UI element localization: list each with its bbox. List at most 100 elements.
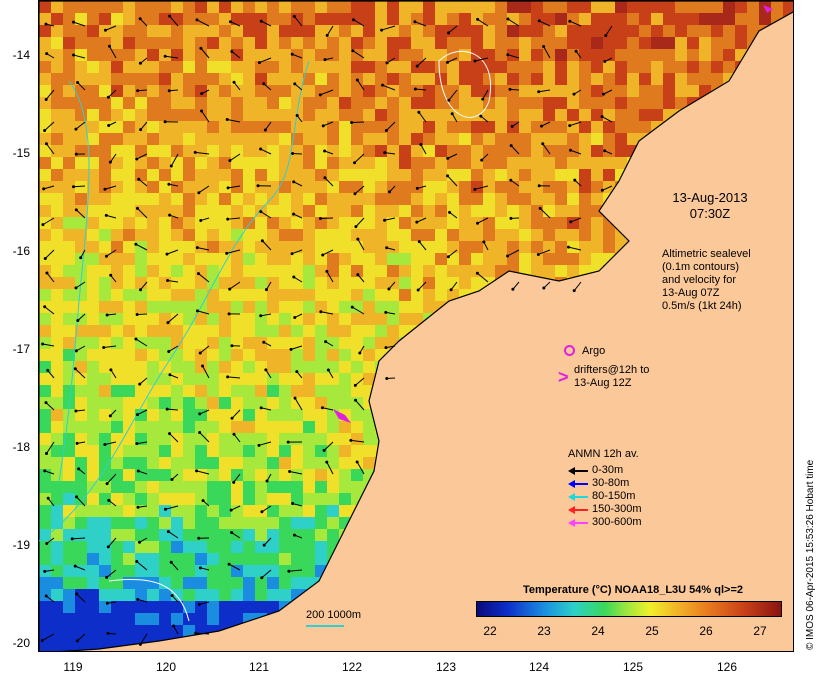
velocity-arrow-head [44,142,48,146]
velocity-arrow [47,497,55,507]
velocity-arrow [136,153,148,160]
velocity-arrow [510,179,520,187]
velocity-arrow-head [385,376,389,380]
velocity-arrow [44,569,55,572]
velocity-arrow-head [44,451,48,455]
velocity-arrow [352,50,365,59]
drifter-track [333,409,351,423]
velocity-arrow-head [228,287,232,291]
velocity-arrow [261,240,272,251]
velocity-arrow-head [135,312,139,316]
arrow-icon [568,479,588,488]
velocity-arrow-head [105,575,109,579]
velocity-arrow-head [295,114,299,118]
velocity-arrow [290,345,303,350]
velocity-arrow [320,89,334,96]
velocity-arrow-head [450,112,454,116]
velocity-arrow [74,368,86,379]
velocity-arrow-head [198,431,202,435]
velocity-arrow-head [446,60,450,64]
velocity-arrow-head [383,218,387,222]
velocity-arrow-head [323,149,327,153]
velocity-arrow-head [199,46,203,50]
velocity-arrow-head [198,412,202,416]
velocity-arrow [196,19,210,27]
velocity-arrow-head [75,495,79,499]
velocity-arrow-head [165,252,169,256]
velocity-arrow [417,281,427,291]
velocity-arrow-head [104,213,108,217]
velocity-arrow [231,409,241,419]
velocity-arrow-head [75,441,79,445]
velocity-arrow-head [138,382,142,386]
colorbar-title: Temperature (°C) NOAA18_L3U 54% ql>=2 [523,584,743,596]
velocity-arrow [104,185,117,190]
velocity-arrow-head [43,469,47,473]
velocity-arrow [75,565,86,571]
velocity-arrow-head [76,319,80,323]
velocity-arrow-head [325,269,329,273]
velocity-arrow [293,16,303,27]
velocity-arrow-head [509,178,513,182]
velocity-arrow-head [105,601,109,605]
velocity-arrow [140,121,148,130]
velocity-arrow [165,505,179,510]
velocity-arrow [605,25,613,36]
velocity-arrow [447,57,458,63]
velocity-arrow-head [74,349,78,353]
velocity-arrow [542,143,551,155]
velocity-arrow-head [170,594,174,598]
velocity-arrow-head [479,114,483,118]
velocity-arrow-head [168,432,172,436]
velocity-arrow-head [172,624,176,628]
colorbar-tick: 23 [537,624,551,638]
lon-tick-label: 124 [528,660,550,674]
velocity-arrow-head [473,59,477,63]
velocity-arrow-head [77,467,81,471]
velocity-arrow-head [415,64,419,68]
velocity-arrow-head [229,508,233,512]
velocity-arrow-head [324,340,328,344]
velocity-arrow-head [106,545,110,549]
lat-tick-label: -17 [12,342,30,356]
velocity-arrow-head [356,273,360,277]
velocity-arrow [573,281,582,291]
velocity-arrow-head [537,90,541,94]
velocity-arrow-head [293,316,297,320]
velocity-arrow-head [46,368,50,372]
velocity-arrow-head [74,409,78,413]
velocity-arrow [230,505,241,511]
velocity-arrow-head [102,345,106,349]
velocity-arrow-head [384,346,388,350]
velocity-arrow-head [44,594,48,598]
velocity-arrow [569,20,582,27]
velocity-arrow-head [43,569,47,573]
depth-contour-swatch [306,625,344,627]
velocity-arrow [103,345,117,348]
velocity-arrow [388,281,396,290]
velocity-arrow [327,369,334,379]
velocity-arrow-head [383,151,387,155]
velocity-arrow [227,217,241,220]
velocity-arrow-head [226,186,230,190]
velocity-arrow-head [381,83,385,87]
altimetry-line: and velocity for [662,274,736,286]
velocity-arrow [450,281,458,291]
lat-tick-label: -19 [12,538,30,552]
velocity-arrow-head [288,470,292,474]
velocity-arrow-head [166,321,170,325]
velocity-arrow [292,503,303,507]
velocity-arrow-head [109,273,113,277]
velocity-arrow-head [293,396,297,400]
velocity-arrow [263,83,272,91]
velocity-arrow [73,54,86,59]
velocity-arrow-head [388,190,392,194]
velocity-arrow-head [508,87,512,91]
velocity-arrow [448,249,458,258]
velocity-arrow-head [43,256,47,260]
velocity-arrow-head [135,206,139,210]
velocity-arrow-head [290,52,294,56]
velocity-arrow-head [227,312,231,316]
velocity-arrow-head [264,288,268,292]
velocity-arrow-head [43,305,47,309]
